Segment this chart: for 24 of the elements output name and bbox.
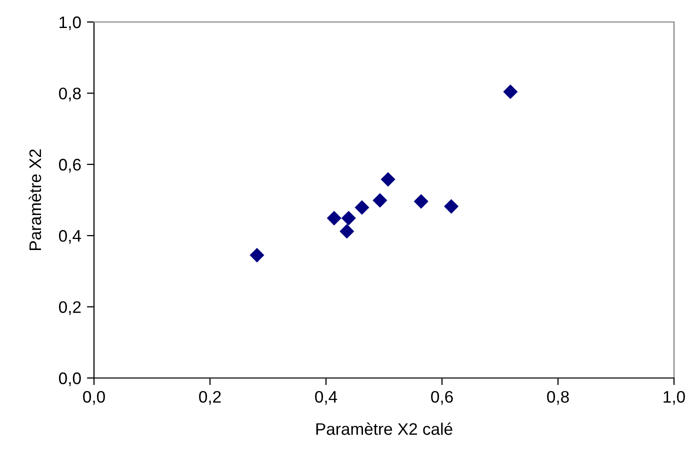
point — [340, 224, 354, 239]
point — [380, 172, 396, 187]
point — [326, 210, 342, 226]
point — [444, 199, 459, 214]
y-tick-label: 0,8 — [58, 88, 81, 102]
point — [250, 248, 264, 262]
point — [341, 210, 356, 226]
x-tick-label: 0,4 — [315, 390, 338, 405]
x-tick-label: 0,6 — [431, 390, 453, 405]
point — [372, 193, 388, 208]
x-tick-label: 0,2 — [199, 390, 221, 405]
y-tick-label: 1,0 — [60, 16, 81, 30]
point — [414, 194, 428, 209]
point — [503, 84, 518, 100]
y-axis-title: Paramètre X2 — [28, 149, 42, 250]
x-tick-label: 0,0 — [83, 390, 105, 405]
y-tick-label: 0,2 — [58, 301, 81, 315]
y-tick-label: 0,6 — [58, 158, 81, 173]
y-tick-label: 0,4 — [58, 230, 82, 244]
x-axis-title: Paramètre X2 calé — [316, 422, 452, 435]
point — [354, 200, 370, 215]
y-tick-label: 0,0 — [58, 372, 81, 386]
x-tick-label: 1,0 — [664, 390, 685, 405]
x-tick-label: 0,8 — [547, 390, 569, 405]
